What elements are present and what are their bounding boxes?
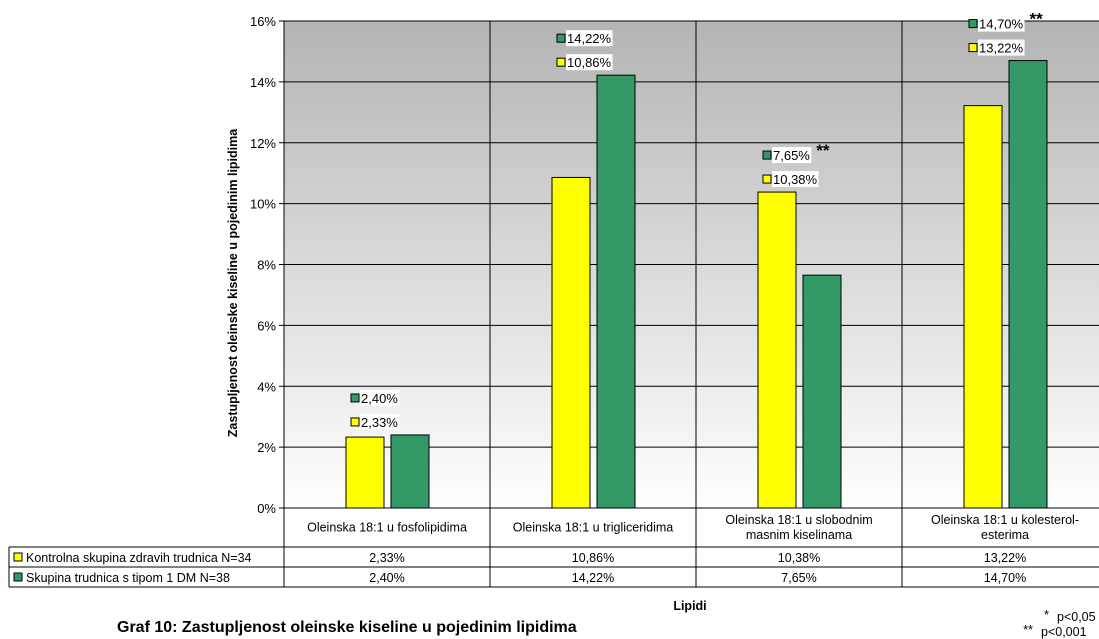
table-cell: 2,33% — [369, 551, 404, 565]
significance-text-1: p<0,05 — [1057, 610, 1096, 624]
data-label-background — [772, 171, 819, 188]
data-table: Oleinska 18:1 u fosfolipidima Oleinska 18… — [8, 507, 1099, 588]
bar-dm1 — [390, 434, 430, 509]
bar-control — [757, 191, 797, 509]
category-label: Oleinska 18:1 u slobodnim — [725, 513, 872, 527]
y-tick-label: 10% — [250, 197, 276, 212]
table-cell: 10,86% — [572, 551, 614, 565]
table-cell: 7,65% — [781, 571, 816, 585]
legend-label: Skupina trudnica s tipom 1 DM N=38 — [26, 571, 230, 585]
bar-dm1 — [802, 274, 842, 509]
y-tick-label: 6% — [257, 318, 276, 333]
y-tick-label: 0% — [257, 501, 276, 516]
data-label-key-control — [762, 174, 772, 184]
category-label: Oleinska 18:1 u trigliceridima — [513, 521, 674, 535]
data-label-background — [566, 54, 613, 71]
table-cell: 14,22% — [572, 571, 614, 585]
data-label-control: 10,38% — [773, 172, 818, 187]
data-label-dm1: 7,65% — [773, 148, 810, 163]
legend-key-control — [13, 552, 23, 562]
bar-control — [963, 105, 1003, 509]
data-label-background — [360, 389, 400, 406]
significance-mark: ** — [1030, 10, 1044, 29]
table-cell: 10,38% — [778, 551, 820, 565]
y-tick-label: 4% — [257, 379, 276, 394]
legend-label: Kontrolna skupina zdravih trudnica N=34 — [26, 551, 252, 565]
significance-text-2: p<0,001 — [1041, 625, 1087, 639]
category-label: Oleinska 18:1 u kolesterol- — [931, 513, 1079, 527]
data-label-background — [978, 39, 1025, 56]
gridlines — [284, 20, 1099, 509]
y-tick-label: 14% — [250, 75, 276, 90]
data-label-dm1: 2,40% — [361, 391, 398, 406]
data-label-key-dm1 — [556, 33, 566, 43]
y-tick-label: 2% — [257, 440, 276, 455]
data-label-control: 13,22% — [979, 41, 1024, 56]
y-axis-title: Zastupljenost oleinske kiseline u pojedi… — [226, 128, 240, 437]
bars — [345, 60, 1048, 509]
y-tick-label: 8% — [257, 258, 276, 273]
bar-dm1 — [1008, 60, 1048, 509]
y-tick-label: 16% — [250, 14, 276, 29]
table-cell: 2,40% — [369, 571, 404, 585]
data-label-background — [772, 147, 812, 164]
bar-control — [345, 436, 385, 509]
category-label: esterima — [981, 528, 1029, 542]
significance-mark: ** — [816, 141, 830, 160]
data-label-background — [360, 413, 400, 430]
table-cell: 14,70% — [984, 571, 1026, 585]
data-label-key-control — [556, 57, 566, 67]
y-axis: 0% 2% 4% 6% 8% 10% 12% 14% 16% — [250, 14, 285, 516]
x-axis-title: Lipidi — [673, 599, 706, 613]
significance-star-2: ** — [1023, 623, 1033, 637]
data-label-key-dm1 — [762, 150, 772, 160]
bar-dm1 — [596, 74, 636, 509]
data-label-key-control — [968, 43, 978, 53]
bar-control — [551, 176, 591, 509]
y-tick-label: 12% — [250, 136, 276, 151]
category-label: masnim kiselinama — [746, 528, 852, 542]
data-label-background — [566, 30, 613, 47]
data-label-key-control — [350, 417, 360, 427]
data-label-control: 10,86% — [567, 55, 612, 70]
data-label-key-dm1 — [350, 393, 360, 403]
table-cell: 13,22% — [984, 551, 1026, 565]
figure-caption: Graf 10: Zastupljenost oleinske kiseline… — [117, 619, 577, 636]
data-label-control: 2,33% — [361, 415, 398, 430]
data-label-key-dm1 — [968, 19, 978, 29]
significance-star-1: * — [1044, 608, 1049, 622]
data-labels: 2,40% 2,33% 14,22% 10,86% 7,65% ** 10,38% 14,70… — [350, 10, 1044, 430]
data-label-dm1: 14,22% — [567, 31, 612, 46]
category-label: Oleinska 18:1 u fosfolipidima — [307, 521, 467, 535]
data-label-dm1: 14,70% — [979, 17, 1024, 32]
legend-key-dm1 — [13, 572, 23, 582]
data-label-background — [978, 15, 1025, 32]
